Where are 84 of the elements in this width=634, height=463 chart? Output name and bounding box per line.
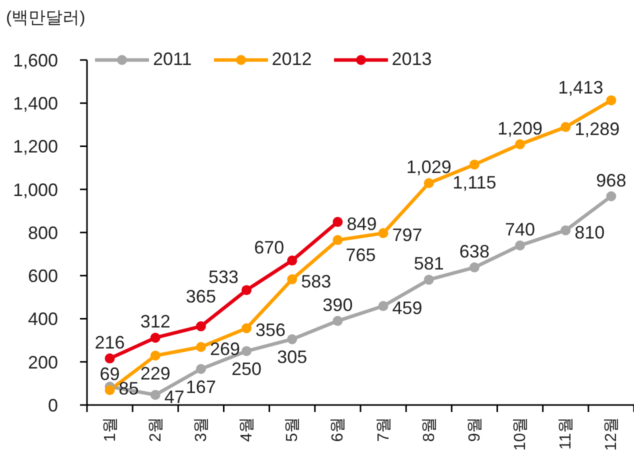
- y-tick-label: 400: [28, 309, 58, 330]
- point: [287, 256, 298, 266]
- y-tick-label: 1,400: [12, 94, 58, 114]
- x-tick-label: 5월: [284, 417, 301, 442]
- point: [196, 342, 206, 352]
- data-label: 85: [118, 378, 139, 399]
- point: [378, 228, 388, 238]
- point: [104, 353, 115, 364]
- data-label: 250: [232, 359, 262, 380]
- data-label: 69: [100, 364, 120, 384]
- point: [150, 390, 160, 400]
- x-tick-label: 12월: [602, 417, 620, 451]
- data-label: 216: [94, 332, 125, 352]
- data-label: 47: [164, 386, 184, 407]
- data-label: 1,029: [406, 157, 452, 178]
- data-label: 229: [140, 364, 170, 384]
- data-label: 312: [140, 312, 170, 332]
- data-label: 581: [414, 254, 444, 274]
- data-label: 670: [254, 238, 284, 258]
- y-tick-label: 600: [28, 266, 58, 286]
- data-label: 269: [210, 338, 240, 359]
- x-tick-label: 2월: [146, 417, 164, 442]
- point: [424, 178, 434, 188]
- point: [287, 274, 298, 284]
- point: [196, 364, 206, 374]
- point: [469, 262, 480, 272]
- point: [104, 385, 115, 396]
- point: [332, 316, 343, 326]
- data-label: 1,209: [498, 118, 543, 138]
- data-label: 765: [346, 245, 376, 266]
- data-label: 1,289: [574, 119, 620, 140]
- point: [242, 346, 252, 356]
- data-label: 459: [392, 298, 422, 318]
- data-label: 356: [256, 320, 286, 340]
- y-tick-label: 200: [28, 352, 58, 372]
- y-tick-label: 0: [48, 395, 58, 416]
- legend-label: 2011: [153, 49, 192, 70]
- point: [332, 216, 343, 227]
- data-label: 849: [346, 214, 377, 234]
- y-tick-label: 1,600: [12, 50, 58, 70]
- x-tick-label: 8월: [420, 417, 438, 442]
- point: [424, 274, 434, 285]
- y-axis-title: (백만달러): [6, 7, 86, 29]
- data-label: 638: [459, 241, 490, 262]
- x-tick-label: 10월: [512, 417, 529, 451]
- point: [150, 332, 160, 343]
- point: [560, 225, 571, 236]
- point: [196, 321, 206, 332]
- data-label: 1,115: [452, 172, 496, 193]
- data-label: 797: [392, 225, 422, 246]
- x-tick-label: 6월: [329, 417, 346, 442]
- point: [606, 191, 616, 202]
- data-label: 810: [574, 222, 605, 242]
- legend-label: 2012: [272, 49, 312, 70]
- x-tick-label: 4월: [238, 417, 256, 442]
- data-label: 968: [596, 170, 626, 190]
- y-tick-label: 1,000: [12, 180, 58, 200]
- data-label: 365: [186, 286, 216, 306]
- x-tick-label: 1월: [101, 417, 118, 442]
- y-tick-label: 800: [28, 222, 58, 243]
- x-tick-label: 3월: [192, 417, 210, 442]
- data-label: 583: [301, 271, 332, 292]
- point: [378, 301, 388, 312]
- point: [287, 334, 298, 344]
- point: [515, 139, 526, 150]
- y-tick-label: 1,200: [12, 136, 58, 157]
- legend-label: 2013: [392, 49, 432, 70]
- data-label: 390: [322, 294, 353, 315]
- x-tick-label: 9월: [466, 417, 483, 442]
- point: [560, 122, 571, 132]
- point: [469, 160, 480, 170]
- data-label: 1,413: [558, 77, 604, 98]
- point: [606, 95, 616, 106]
- data-label: 533: [208, 267, 239, 288]
- point: [332, 235, 343, 246]
- point: [242, 285, 252, 296]
- point: [150, 350, 160, 361]
- data-label: 305: [277, 347, 308, 368]
- x-tick-label: 7월: [374, 417, 392, 442]
- point: [515, 240, 526, 250]
- x-tick-label: 11월: [557, 417, 574, 450]
- data-label: 740: [505, 219, 536, 240]
- data-label: 167: [186, 376, 216, 397]
- point: [242, 323, 252, 334]
